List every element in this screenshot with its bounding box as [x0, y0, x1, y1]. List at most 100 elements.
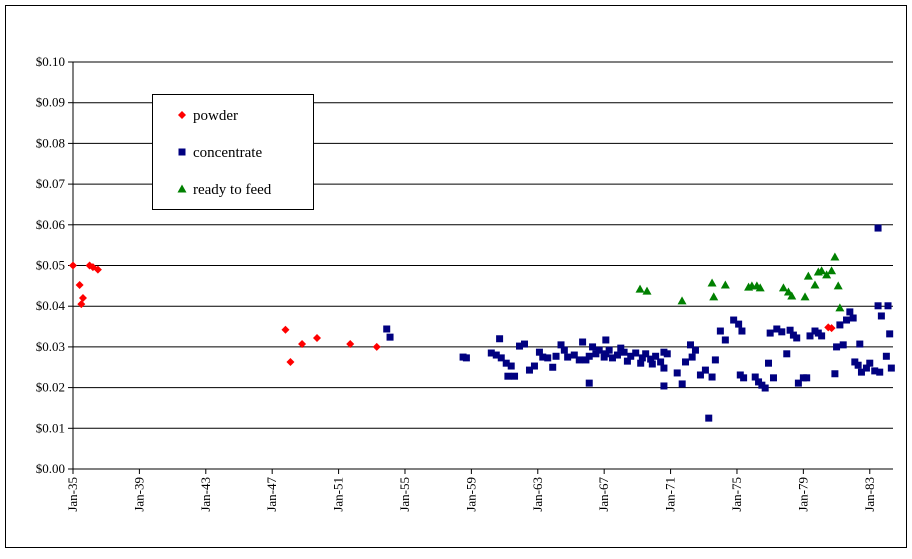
x-tick-label: Jan-43	[198, 477, 213, 512]
x-tick-label: Jan-39	[131, 477, 146, 512]
legend-marker	[178, 148, 186, 156]
point	[835, 303, 845, 312]
legend-label: concentrate	[193, 145, 262, 161]
point	[678, 380, 686, 388]
point	[535, 348, 543, 356]
point	[539, 353, 547, 361]
point	[511, 372, 519, 380]
point	[313, 333, 322, 342]
point	[874, 224, 882, 232]
point	[854, 361, 862, 369]
point	[386, 333, 394, 341]
point	[708, 373, 716, 381]
point	[585, 379, 593, 387]
point	[682, 358, 690, 366]
point	[786, 326, 794, 334]
point	[688, 353, 696, 361]
x-tick-label: Jan-63	[530, 477, 545, 512]
point	[766, 329, 774, 337]
point	[564, 353, 572, 361]
x-tick-label: Jan-67	[596, 477, 611, 512]
point	[677, 296, 687, 305]
legend-label: ready to feed	[193, 182, 272, 198]
point	[827, 266, 837, 275]
point	[520, 340, 528, 348]
x-tick-label: Jan-59	[463, 477, 478, 512]
point	[716, 327, 724, 335]
point	[579, 338, 587, 346]
point	[525, 366, 533, 374]
point	[69, 261, 77, 270]
point	[794, 379, 802, 387]
point	[627, 352, 635, 360]
y-tick-label: $0.01	[36, 420, 65, 435]
x-tick-label: Jan-79	[795, 477, 810, 512]
point	[783, 350, 791, 358]
point	[827, 324, 836, 333]
point	[642, 286, 652, 295]
point	[765, 359, 773, 367]
point	[803, 374, 811, 382]
legend-marker	[178, 111, 186, 119]
point	[544, 354, 552, 362]
point	[504, 372, 512, 380]
point	[496, 335, 504, 343]
point	[652, 352, 660, 360]
point	[803, 271, 813, 280]
point	[886, 330, 894, 338]
point	[761, 384, 769, 392]
y-tick-label: $0.02	[36, 380, 65, 395]
point	[549, 363, 557, 371]
point	[602, 336, 610, 344]
y-tick-label: $0.10	[36, 54, 65, 69]
point	[516, 342, 524, 350]
point	[806, 332, 814, 340]
point	[492, 351, 500, 359]
x-tick-label: Jan-55	[397, 477, 412, 512]
point	[637, 359, 645, 367]
point	[462, 354, 470, 362]
point	[849, 314, 857, 322]
point	[831, 370, 839, 378]
point	[552, 352, 560, 360]
point	[613, 351, 621, 359]
point	[605, 346, 613, 354]
point	[696, 371, 704, 379]
chart-frame	[5, 5, 907, 548]
point	[638, 354, 646, 362]
point	[822, 270, 832, 279]
point	[298, 340, 307, 349]
point	[686, 341, 694, 349]
point	[648, 360, 656, 368]
point	[595, 346, 603, 354]
point	[721, 336, 729, 344]
legend-label: powder	[193, 108, 238, 124]
point	[660, 382, 668, 390]
y-tick-label: $0.08	[36, 135, 65, 150]
point	[887, 364, 895, 372]
point	[751, 373, 759, 381]
legend-marker	[177, 184, 187, 193]
point	[836, 321, 844, 329]
point	[833, 343, 841, 351]
point	[286, 357, 295, 366]
point	[711, 356, 719, 364]
point	[557, 341, 565, 349]
y-tick-label: $0.03	[36, 339, 65, 354]
point	[647, 355, 655, 363]
point	[632, 349, 640, 357]
point	[810, 280, 820, 289]
point	[740, 374, 748, 382]
point	[507, 362, 515, 370]
point	[707, 278, 717, 287]
point	[877, 312, 885, 320]
point	[778, 328, 786, 336]
point	[281, 325, 290, 334]
point	[530, 362, 538, 370]
point	[570, 351, 578, 359]
point	[657, 358, 665, 366]
y-tick-label: $0.05	[36, 258, 65, 273]
point	[709, 292, 719, 301]
point	[817, 266, 827, 275]
